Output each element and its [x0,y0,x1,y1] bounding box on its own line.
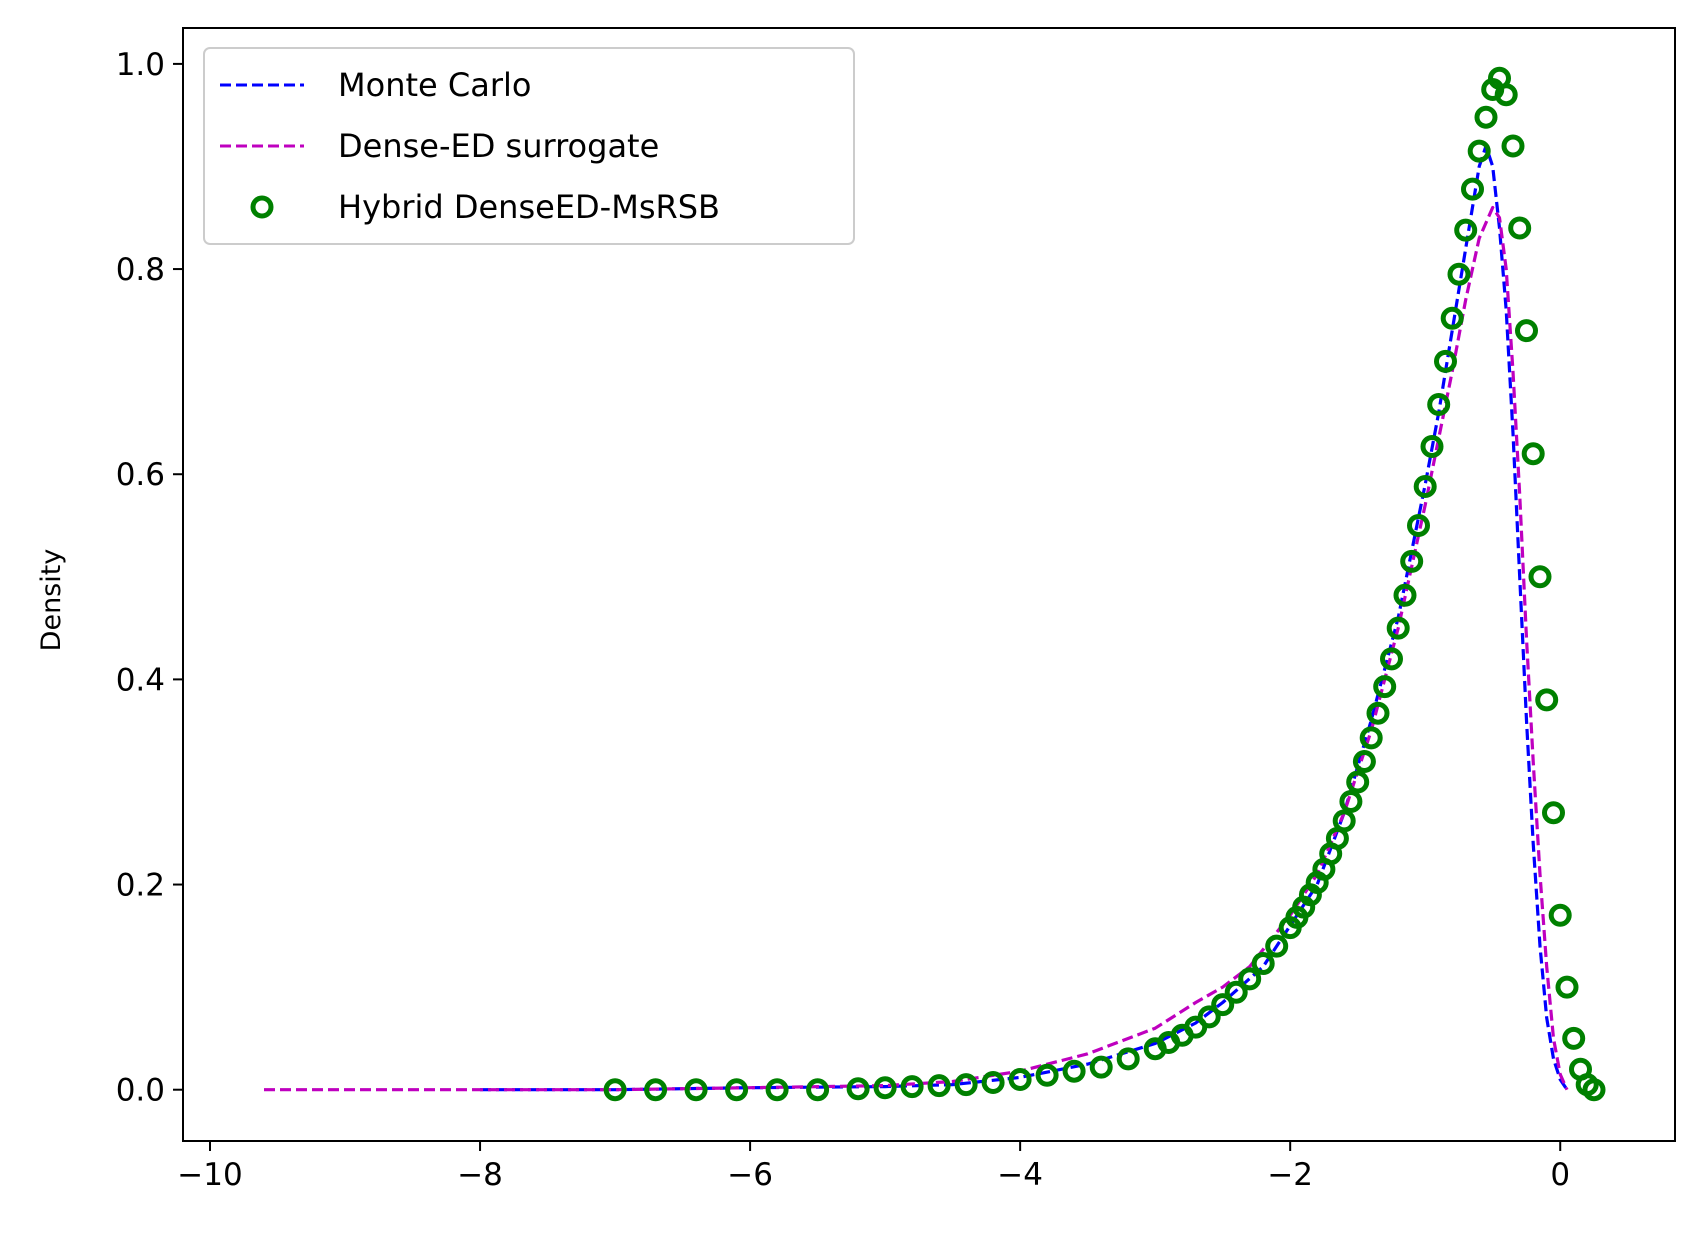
data-point [1582,1078,1606,1102]
legend-label-monte-carlo: Monte Carlo [338,66,531,104]
legend-label-dense-ed-surrogate: Dense-ED surrogate [338,127,659,165]
data-point [1089,1055,1113,1079]
data-point [846,1077,870,1101]
data-point [1494,83,1518,107]
data-point [1116,1047,1140,1071]
y-tick-label: 0.0 [116,1073,165,1109]
x-tick-label: −6 [727,1157,773,1193]
data-point [1420,435,1444,458]
x-tick-label: −4 [997,1157,1043,1193]
data-point [1197,1005,1221,1029]
data-point [765,1078,789,1102]
data-point [1508,216,1532,240]
data-point [1535,688,1559,712]
data-point [1332,809,1356,833]
data-point [1555,975,1579,999]
legend-box [203,47,855,245]
data-point [1346,770,1370,794]
data-point [1461,177,1484,201]
data-point [1440,306,1464,330]
data-point [1427,393,1451,416]
y-tick-label: 0.2 [116,868,165,904]
series-layer [264,66,1606,1102]
data-point [1008,1068,1032,1091]
data-point [1528,565,1552,589]
data-point [1359,726,1383,750]
legend-swatch-hybrid [250,195,274,219]
data-point [1501,134,1525,158]
data-point [806,1078,830,1102]
series-line-monte-carlo [480,144,1569,1092]
series-points-hybrid-denseed-msrsb [603,66,1606,1102]
data-point [725,1078,749,1102]
data-point [644,1078,668,1102]
data-point [1265,934,1289,958]
x-axis: −10 −8 −6 −4 −2 0 [177,1141,1570,1193]
data-point [954,1073,978,1097]
data-point [1366,701,1390,725]
data-point [1339,790,1363,813]
x-tick-label: −2 [1267,1157,1313,1193]
data-point [1434,349,1457,373]
data-point [603,1078,627,1102]
data-point [1447,262,1471,286]
data-point [1407,514,1430,537]
data-point [981,1071,1005,1094]
data-point [1386,616,1410,640]
y-tick-label: 0.8 [116,252,165,288]
y-tick-label: 0.6 [116,457,165,493]
x-tick-label: −8 [457,1157,503,1193]
data-point [1352,750,1376,773]
data-point [684,1078,708,1102]
data-point [1542,801,1565,825]
data-point [1224,980,1248,1004]
data-point [1548,903,1572,927]
data-point [873,1076,897,1100]
data-point [1515,319,1538,343]
data-point [1373,675,1397,699]
data-point [1454,218,1478,242]
y-axis: 0.0 0.2 0.4 0.6 0.8 1.0 [116,47,183,1109]
data-point [900,1075,924,1099]
data-point [1035,1063,1059,1087]
legend: Monte Carlo Dense-ED surrogate Hybrid De… [203,47,855,245]
data-point [1467,139,1491,163]
data-point [927,1074,951,1098]
data-point [1380,647,1403,671]
data-point [1211,993,1235,1017]
data-point [1521,442,1545,466]
data-point [1062,1059,1086,1083]
data-point [1400,549,1424,573]
x-tick-label: 0 [1550,1157,1570,1193]
y-tick-label: 0.4 [116,662,165,698]
data-point [1393,583,1417,607]
data-point [1238,967,1262,991]
x-tick-label: −10 [177,1157,242,1193]
data-point [1251,952,1275,975]
data-point [1413,475,1437,498]
y-tick-label: 1.0 [116,47,165,83]
y-axis-label: Density [36,549,67,652]
data-point [1562,1026,1586,1050]
data-point [1474,105,1498,129]
legend-label-hybrid: Hybrid DenseED-MsRSB [338,188,720,226]
axes-frame [182,27,1676,1142]
